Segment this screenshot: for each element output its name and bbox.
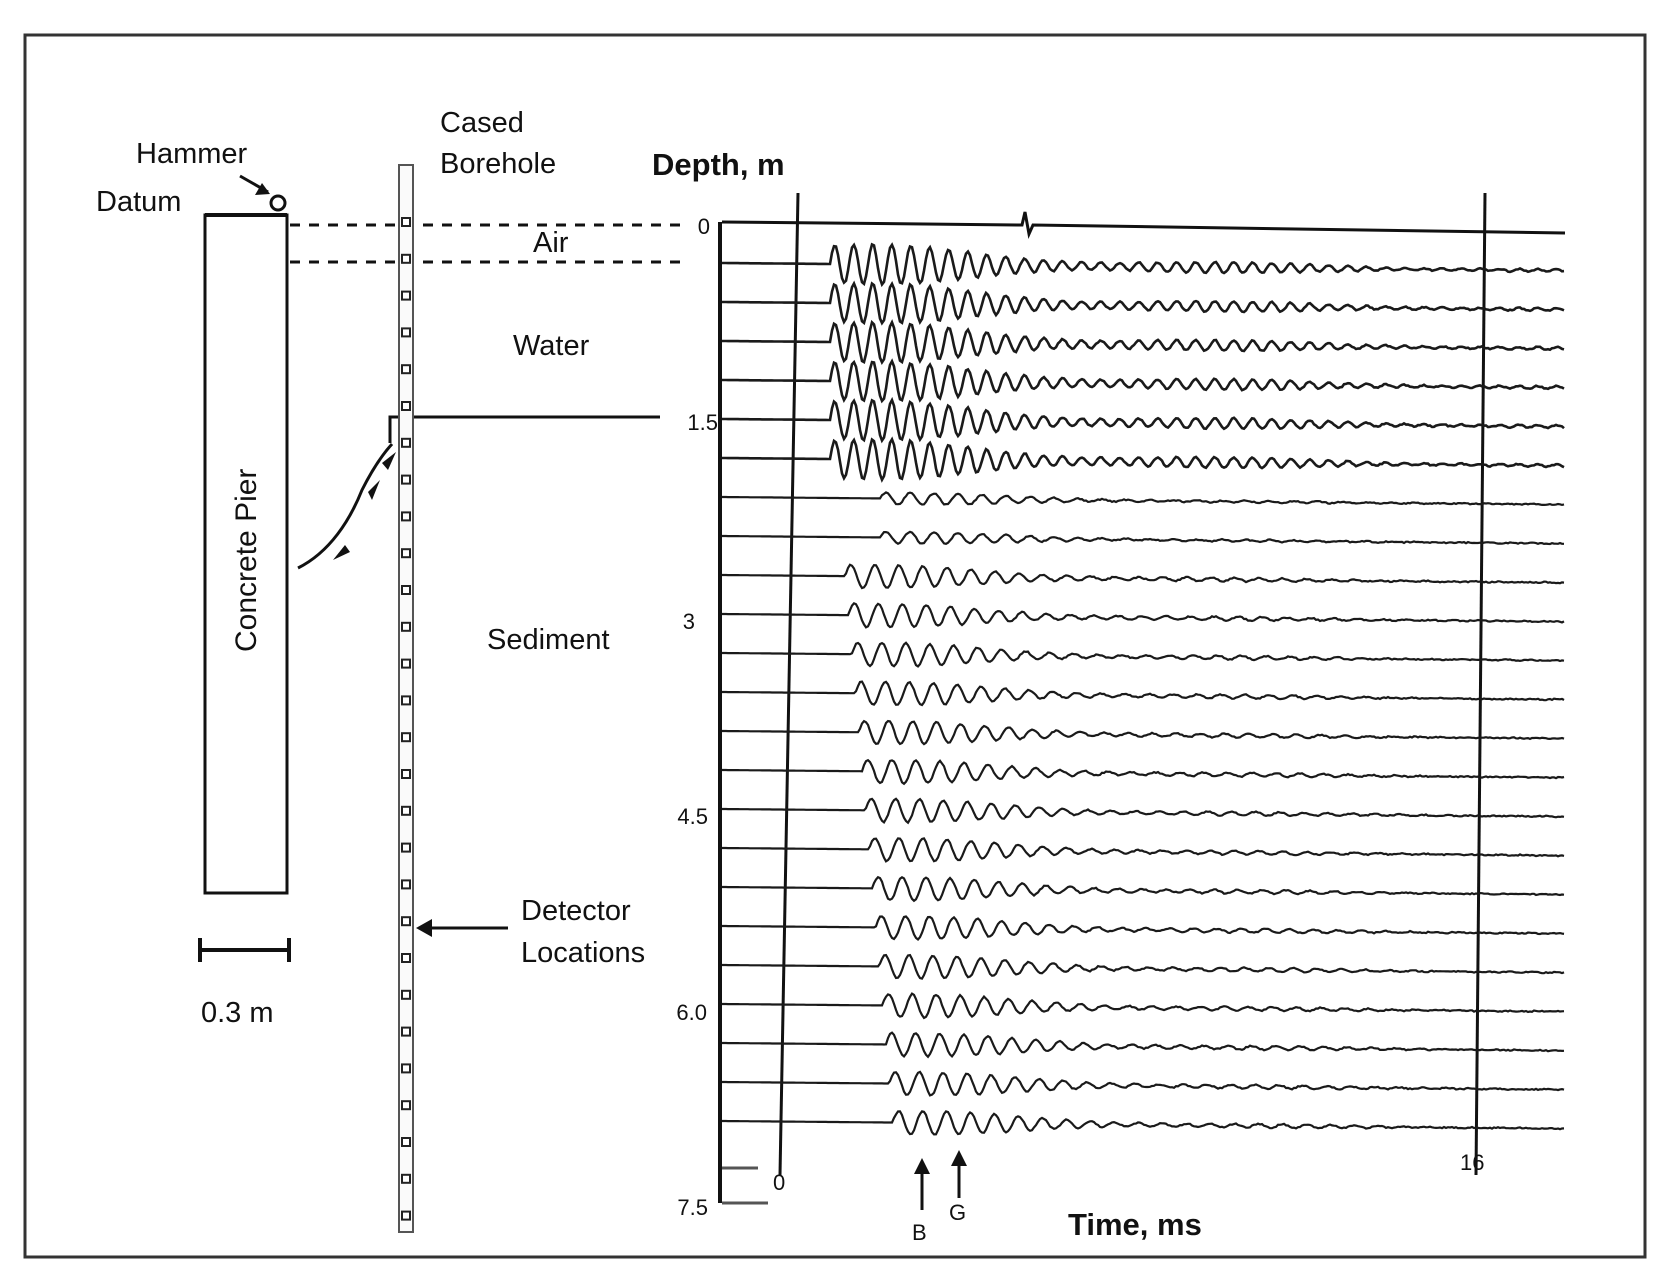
time-tick-16: 16 [1460, 1150, 1485, 1175]
detector-marker [401, 658, 411, 669]
hammer-arrowhead-icon [255, 183, 270, 195]
datum-trace [721, 211, 1566, 240]
depth-tick-1-5: 1.5 [687, 410, 718, 435]
detector-marker [401, 217, 411, 227]
seismic-trace [722, 280, 1565, 326]
arrival-g-arrow [951, 1150, 967, 1198]
seismic-trace [722, 953, 1565, 980]
detector-marker [401, 1100, 411, 1111]
borehole-label: Borehole [440, 148, 557, 180]
detector-marker [401, 253, 411, 264]
detector-marker [401, 364, 411, 375]
datum-label: Datum [96, 186, 182, 218]
depth-axis-title: Depth, m [652, 147, 785, 182]
time-tick-0: 0 [773, 1170, 786, 1195]
seismic-trace [722, 915, 1565, 942]
detector-marker [401, 437, 411, 448]
hammer-label: Hammer [136, 138, 248, 170]
depth-tick-3: 3 [682, 609, 695, 634]
detector-marker [401, 621, 411, 632]
concrete-pier-label: Concrete Pier [230, 468, 263, 652]
detector-label: Detector [521, 895, 631, 927]
detector-marker [401, 916, 411, 927]
hammer-icon [269, 194, 287, 212]
detector-marker [401, 842, 411, 853]
depth-tick-0: 0 [697, 214, 710, 239]
time-16-marker [1474, 192, 1487, 1176]
detector-marker [401, 732, 411, 743]
detector-arrowhead-icon [416, 919, 432, 937]
seismic-trace [722, 530, 1564, 546]
detector-marker [401, 879, 411, 890]
cased-label: Cased [440, 107, 524, 139]
seismic-trace [722, 758, 1565, 786]
locations-label: Locations [521, 937, 646, 969]
detector-marker [401, 1173, 411, 1184]
detector-marker [401, 769, 411, 779]
seismic-trace [722, 396, 1565, 444]
seismic-trace [722, 436, 1565, 483]
depth-tick-4-5: 4.5 [677, 804, 708, 829]
detector-group [401, 217, 411, 1221]
seismic-trace [722, 797, 1565, 825]
water-label: Water [513, 330, 590, 362]
detector-marker [401, 401, 411, 411]
seismic-trace [722, 992, 1565, 1020]
seismic-trace [722, 837, 1565, 863]
detector-marker [401, 805, 411, 816]
seismic-trace [722, 242, 1565, 288]
detector-marker [401, 474, 411, 485]
leader-barb-3 [382, 452, 396, 470]
time-axis-title: Time, ms [1068, 1207, 1202, 1242]
depth-tick-6: 6.0 [676, 1000, 707, 1025]
seismic-trace [722, 1070, 1565, 1097]
detector-marker [401, 327, 411, 338]
seismic-trace [722, 1110, 1565, 1136]
sediment-label: Sediment [487, 624, 610, 656]
water-sediment-boundary [388, 415, 660, 443]
leader-barb-1 [333, 545, 350, 560]
figure-border [23, 33, 1647, 1259]
arrival-b-label: B [912, 1220, 927, 1245]
depth-tick-7-5: 7.5 [677, 1195, 708, 1220]
seismic-trace [722, 319, 1565, 366]
detector-marker [401, 1137, 411, 1147]
arrival-g-label: G [949, 1200, 967, 1225]
air-label: Air [533, 227, 569, 259]
seismic-trace [722, 563, 1565, 590]
detector-marker [401, 290, 411, 301]
detector-marker [401, 585, 411, 595]
seismic-trace [722, 719, 1565, 746]
seismic-trace [722, 641, 1565, 668]
detector-marker [401, 989, 411, 1000]
scale-label: 0.3 m [201, 997, 274, 1029]
detector-marker [401, 511, 411, 522]
detector-marker [401, 1063, 411, 1074]
scale-bar [198, 938, 291, 962]
seismic-trace [722, 601, 1565, 629]
seismic-trace [722, 358, 1565, 404]
leader-barb-2 [368, 480, 380, 500]
seismic-traces [721, 211, 1566, 1136]
time-zero-marker [778, 192, 800, 1176]
seismic-trace [722, 1031, 1565, 1059]
detector-marker [401, 953, 411, 963]
pier-annotation-leader [297, 442, 394, 570]
detector-marker [401, 548, 411, 559]
seismic-trace [722, 680, 1565, 707]
arrival-b-arrow [914, 1158, 930, 1210]
seismic-trace [722, 491, 1565, 507]
detector-marker [401, 1026, 411, 1037]
seismic-trace [722, 875, 1565, 903]
detector-marker [401, 1210, 411, 1221]
detector-marker [401, 695, 411, 706]
